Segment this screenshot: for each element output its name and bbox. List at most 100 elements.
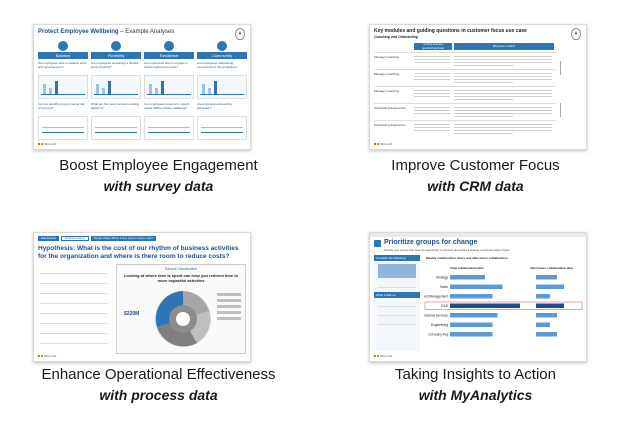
- column-question: Can employees respond to urgent needs wi…: [144, 103, 190, 110]
- card-caption: Improve Customer Focus: [391, 157, 560, 174]
- tab-build-analysis: Build the Analysis: [61, 236, 89, 241]
- analysis-column: Community Are employees maintaining conne…: [197, 41, 247, 140]
- column-question: Are employees embracing a flexible work …: [91, 62, 139, 69]
- chart-head: Weekly collaboration hours and after-hou…: [426, 256, 508, 260]
- slide-badge-icon: ✦: [571, 28, 581, 40]
- after-hours-bar: [536, 275, 557, 280]
- brand-logo: Microsoft: [374, 354, 392, 358]
- slide-title: Hypothesis: What is the cost of our rhyt…: [38, 245, 239, 260]
- after-hours-bar: [536, 294, 550, 299]
- collab-bar: [450, 275, 485, 280]
- after-hours-bar: [536, 322, 550, 327]
- brand-logo: Microsoft: [374, 142, 392, 146]
- slide-thumbnail: Key modules and guiding questions in cus…: [369, 24, 587, 150]
- card-customer-focus[interactable]: Key modules and guiding questions in cus…: [317, 0, 634, 212]
- slide-title: Prioritize groups for change: [384, 239, 478, 246]
- table-row: Manager Coaching: [374, 86, 556, 103]
- brand-logo: Microsoft: [38, 142, 56, 146]
- column-header: Community: [197, 52, 247, 59]
- row-label: Manager Coaching: [374, 72, 400, 76]
- analysis-column: Balance Are employees able to balance wor…: [38, 41, 88, 140]
- collab-bar: [450, 284, 503, 289]
- column-icon: [217, 41, 227, 51]
- row-question: [414, 90, 450, 97]
- row-question: [414, 107, 450, 114]
- card-subcaption: with MyAnalytics: [418, 387, 533, 403]
- mini-chart: [197, 116, 247, 140]
- table-row: Manager Coaching: [374, 69, 556, 86]
- slide-title: Protect Employee Wellbeing – Example Ana…: [38, 29, 175, 35]
- tab-sample-output: Sample Output: Where is time spent to re…: [90, 236, 156, 241]
- after-hours-bar: [536, 303, 564, 308]
- big-value: $220M: [124, 311, 140, 317]
- table-header-1: Guiding business question/hypothesis: [414, 43, 452, 50]
- column-question: What are the most common working pattern…: [91, 103, 140, 110]
- side-panel: Consider the following What it tells us: [374, 255, 420, 351]
- after-hours-bar: [536, 284, 564, 289]
- group-label: R&D: [441, 304, 448, 308]
- slide-thumbnail: Prioritize groups for change Identify yo…: [369, 232, 587, 362]
- row-label: Manager Coaching: [374, 55, 400, 59]
- card-caption: Boost Employee Engagement: [59, 157, 258, 174]
- collab-bar: [450, 322, 493, 327]
- collaboration-bar-chart: Strategy Sales Product Management R&D Profes…: [424, 275, 583, 337]
- row-label: Onboarding Experience: [374, 123, 406, 127]
- sample-label: Sample Visualization: [164, 267, 198, 271]
- tab-bar: Data Analysis Build the Analysis Sample …: [38, 236, 156, 241]
- group-label: Strategy: [436, 276, 448, 280]
- tab-data-analysis: Data Analysis: [38, 236, 60, 241]
- group-label: Product Management: [424, 295, 448, 299]
- card-subcaption: with process data: [99, 387, 218, 403]
- mini-chart: [38, 116, 88, 140]
- group-label: Sales: [440, 285, 448, 289]
- row-label: Manager Coaching: [374, 89, 400, 93]
- column-header: Balance: [38, 52, 88, 59]
- column-question: Are employees interacting informally?: [197, 103, 232, 110]
- analysis-column: Resilience Are employees able to engage i…: [144, 41, 194, 140]
- column-header: Resilience: [144, 52, 194, 59]
- column-header: Flexibility: [91, 52, 141, 59]
- card-subcaption: with CRM data: [427, 178, 524, 194]
- slide-thumbnail: Protect Employee Wellbeing – Example Ana…: [33, 24, 251, 150]
- slide-subtitle: Identify your groups that have an opport…: [384, 248, 510, 252]
- mini-chart: [38, 75, 88, 99]
- col-head-2: After-hours collaboration time: [530, 266, 574, 270]
- analysis-column: Flexibility Are employees embracing a fle…: [91, 41, 141, 140]
- row-question: [414, 73, 450, 80]
- row-rationale: [454, 73, 552, 83]
- nav-strip: [370, 233, 586, 237]
- table-row: Onboarding Experience: [374, 120, 556, 137]
- side-note: [560, 103, 583, 117]
- mini-chart: [91, 75, 141, 99]
- card-operational-effectiveness[interactable]: Data Analysis Build the Analysis Sample …: [0, 212, 317, 425]
- row-label: Onboarding Experience: [374, 106, 406, 110]
- side-head-2: What it tells us: [374, 292, 420, 298]
- row-rationale: [454, 124, 552, 134]
- slide-thumbnail: Data Analysis Build the Analysis Sample …: [33, 232, 251, 362]
- mini-chart: [144, 75, 194, 99]
- legend-list: [217, 293, 241, 320]
- collab-bar: [450, 294, 493, 299]
- chart-heading: Looking at where time is spent can help …: [123, 273, 239, 283]
- mini-chart: [144, 116, 194, 140]
- brand-logo: Microsoft: [38, 354, 56, 358]
- slide-subtitle: Coaching and Onboarding: [374, 35, 418, 39]
- column-question: Are employees able to balance work and p…: [38, 62, 87, 69]
- group-label: Professional Services: [424, 314, 448, 318]
- column-icon: [164, 41, 174, 51]
- row-question: [414, 56, 450, 63]
- collab-bar: [450, 313, 498, 318]
- group-label: Company Avg: [428, 333, 448, 337]
- card-subcaption: with survey data: [103, 178, 214, 194]
- table-row: Manager Coaching: [374, 52, 556, 69]
- row-rationale: [454, 107, 552, 117]
- group-label: Engineering: [431, 323, 448, 327]
- column-icon: [58, 41, 68, 51]
- card-employee-engagement[interactable]: Protect Employee Wellbeing – Example Ana…: [0, 0, 317, 212]
- collab-bar: [450, 332, 493, 337]
- card-insights-to-action[interactable]: Prioritize groups for change Identify yo…: [317, 212, 634, 425]
- row-rationale: [454, 90, 552, 100]
- card-caption: Enhance Operational Effectiveness: [41, 366, 276, 383]
- after-hours-bar: [536, 313, 557, 318]
- column-question: Can we identify groups most at risk of b…: [38, 103, 85, 110]
